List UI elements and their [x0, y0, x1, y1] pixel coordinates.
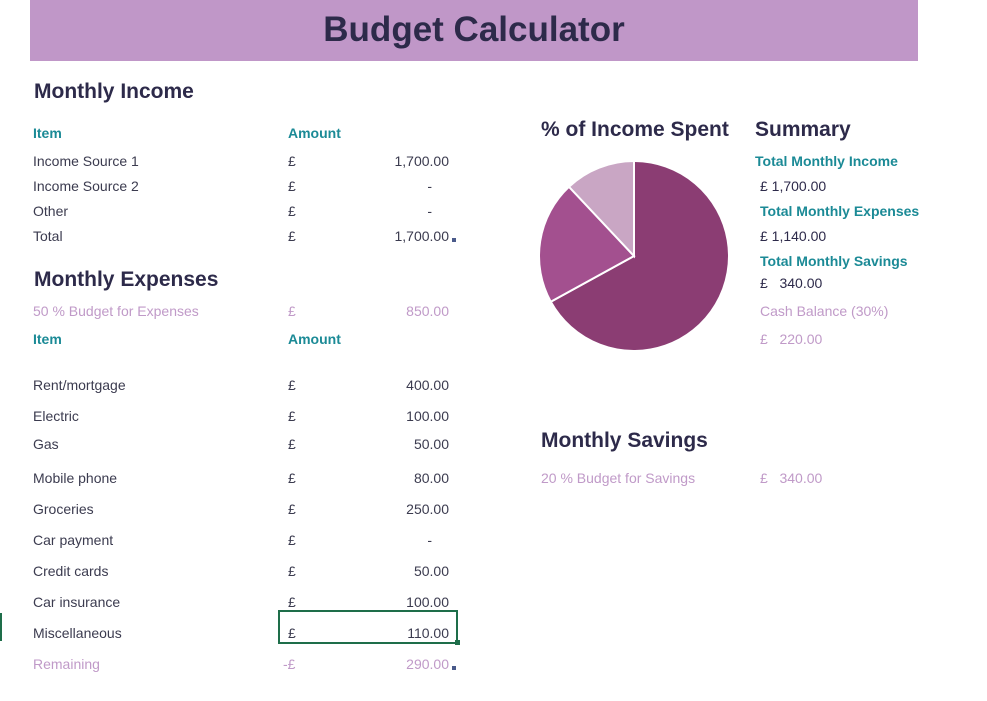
- expense-row-currency[interactable]: £: [288, 470, 296, 486]
- expense-row-currency[interactable]: £: [288, 436, 296, 452]
- pie-chart[interactable]: [534, 156, 734, 356]
- summary-cash-balance-label[interactable]: Cash Balance (30%): [760, 303, 889, 319]
- expense-row-value[interactable]: 250.00: [406, 501, 449, 517]
- expense-row-currency[interactable]: £: [288, 563, 296, 579]
- expense-row-label[interactable]: Electric: [33, 408, 79, 424]
- selected-cell[interactable]: [278, 610, 458, 644]
- remaining-currency[interactable]: -£: [283, 656, 296, 672]
- expense-row-value[interactable]: -: [427, 532, 432, 548]
- expense-row-label[interactable]: Gas: [33, 436, 59, 452]
- expenses-budget-value[interactable]: 850.00: [406, 303, 449, 319]
- expense-row-label[interactable]: Mobile phone: [33, 470, 118, 486]
- summary-heading: Summary: [755, 118, 851, 141]
- expense-row-currency[interactable]: £: [288, 532, 296, 548]
- income-row-currency[interactable]: £: [288, 203, 296, 219]
- savings-budget-label[interactable]: 20 % Budget for Savings: [541, 470, 696, 486]
- title-banner: Budget Calculator: [30, 0, 918, 61]
- income-row-label[interactable]: Income Source 1: [33, 153, 139, 169]
- page-title: Budget Calculator: [323, 10, 625, 49]
- income-row-value[interactable]: -: [427, 203, 432, 219]
- expense-row-value[interactable]: 110.00: [407, 625, 449, 641]
- fill-handle[interactable]: [452, 666, 456, 670]
- income-row-currency[interactable]: £: [288, 228, 296, 244]
- pie-slice[interactable]: [538, 185, 636, 304]
- expense-row-label[interactable]: Groceries: [33, 501, 94, 517]
- summary-total-savings-value[interactable]: £ 340.00: [760, 275, 823, 291]
- row-selection-indicator: [0, 613, 2, 641]
- expense-row-currency[interactable]: £: [288, 625, 296, 641]
- selection-fill-handle[interactable]: [455, 640, 460, 645]
- income-row-value[interactable]: -: [427, 178, 432, 194]
- expense-row-currency[interactable]: £: [288, 501, 296, 517]
- savings-heading: Monthly Savings: [541, 429, 708, 452]
- income-row-label[interactable]: Other: [33, 203, 69, 219]
- expense-row-value[interactable]: 50.00: [413, 563, 449, 579]
- savings-budget-value[interactable]: £ 340.00: [760, 470, 823, 486]
- summary-cash-balance-value[interactable]: £ 220.00: [760, 331, 823, 347]
- summary-total-expenses-value[interactable]: £ 1,140.00: [760, 228, 827, 244]
- expense-row-label[interactable]: Rent/mortgage: [33, 377, 126, 393]
- expenses-budget-currency[interactable]: £: [288, 303, 296, 319]
- income-row-value[interactable]: 1,700.00: [394, 228, 450, 244]
- expense-row-currency[interactable]: £: [288, 594, 296, 610]
- income-heading: Monthly Income: [34, 80, 194, 103]
- remaining-value[interactable]: 290.00: [406, 656, 449, 672]
- income-col-amount[interactable]: Amount: [288, 125, 341, 141]
- income-col-item[interactable]: Item: [33, 125, 62, 141]
- summary-total-expenses-label[interactable]: Total Monthly Expenses: [760, 203, 920, 219]
- income-row-label[interactable]: Income Source 2: [33, 178, 139, 194]
- remaining-label[interactable]: Remaining: [33, 656, 100, 672]
- expense-row-value[interactable]: 400.00: [406, 377, 449, 393]
- expenses-col-item[interactable]: Item: [33, 331, 62, 347]
- fill-handle[interactable]: [452, 238, 456, 242]
- summary-total-savings-label[interactable]: Total Monthly Savings: [760, 253, 908, 269]
- expense-row-value[interactable]: 100.00: [406, 594, 449, 610]
- income-row-value[interactable]: 1,700.00: [394, 153, 450, 169]
- expense-row-label[interactable]: Car payment: [33, 532, 114, 548]
- income-row-currency[interactable]: £: [288, 153, 296, 169]
- pie-slice[interactable]: [549, 159, 730, 352]
- expenses-heading: Monthly Expenses: [34, 268, 219, 291]
- expense-row-label[interactable]: Miscellaneous: [33, 625, 122, 641]
- expense-row-value[interactable]: 80.00: [413, 470, 449, 486]
- expense-row-value[interactable]: 50.00: [413, 436, 449, 452]
- expense-row-currency[interactable]: £: [288, 377, 296, 393]
- expenses-budget-label[interactable]: 50 % Budget for Expenses: [33, 303, 199, 319]
- income-row-label[interactable]: Total: [33, 228, 63, 244]
- chart-title: % of Income Spent: [541, 118, 729, 141]
- expense-row-value[interactable]: 100.00: [406, 408, 449, 424]
- summary-total-income-value[interactable]: £ 1,700.00: [760, 178, 827, 194]
- expense-row-currency[interactable]: £: [288, 408, 296, 424]
- expenses-col-amount[interactable]: Amount: [288, 331, 341, 347]
- expense-row-label[interactable]: Car insurance: [33, 594, 121, 610]
- summary-total-income-label[interactable]: Total Monthly Income: [755, 153, 898, 169]
- pie-slice[interactable]: [567, 159, 635, 259]
- expense-row-label[interactable]: Credit cards: [33, 563, 109, 579]
- income-row-currency[interactable]: £: [288, 178, 296, 194]
